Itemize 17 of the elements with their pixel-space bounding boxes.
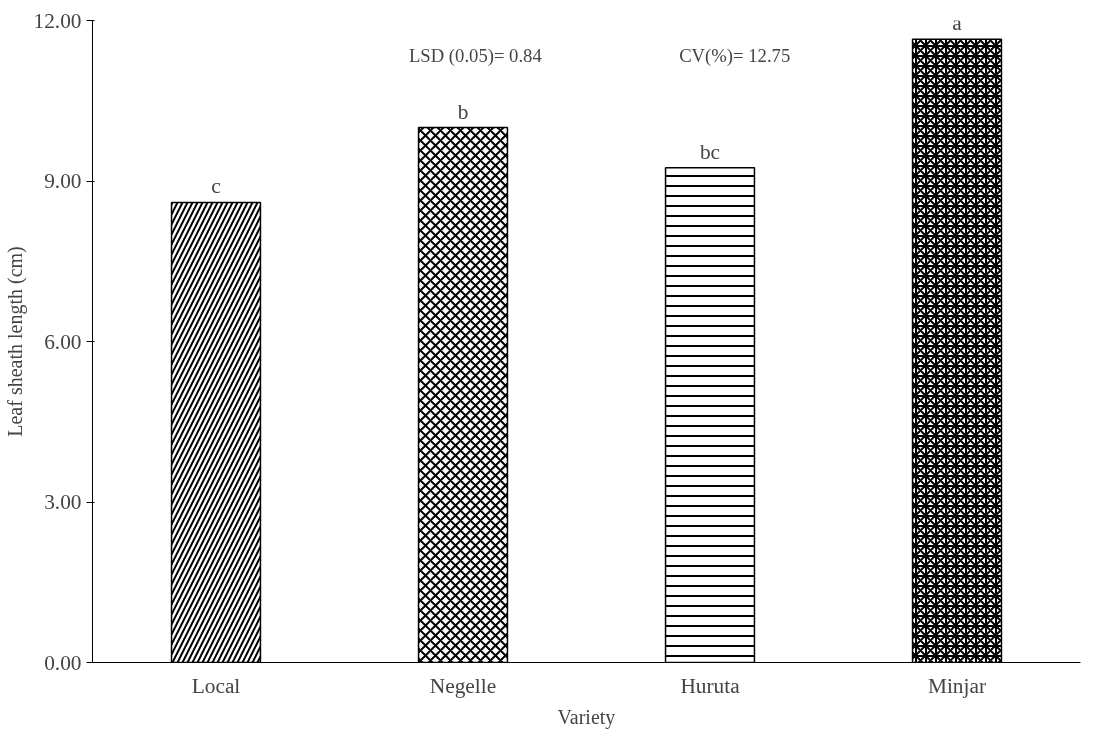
- x-tick-label: Local: [191, 673, 241, 698]
- y-axis-title: Leaf sheath length (cm): [3, 246, 27, 437]
- annotation: LSD (0.05)= 0.84: [408, 44, 543, 67]
- x-tick-label: Negelle: [429, 673, 497, 698]
- annotation: CV(%)= 12.75: [679, 44, 791, 67]
- annotation: c: [211, 174, 221, 199]
- y-tick-label: 3.00: [44, 490, 82, 514]
- x-axis-title: Variety: [557, 705, 616, 729]
- x-tick-label: Huruta: [680, 673, 741, 698]
- y-tick-label: 6.00: [44, 329, 82, 354]
- annotation: bc: [699, 139, 721, 164]
- y-tick-label: 9.00: [44, 169, 82, 193]
- x-tick-label: Minjar: [927, 673, 987, 698]
- annotation: a: [952, 11, 963, 36]
- annotation: b: [457, 99, 469, 124]
- y-tick-label: 12.00: [33, 8, 82, 33]
- y-tick-label: 0.00: [44, 650, 82, 675]
